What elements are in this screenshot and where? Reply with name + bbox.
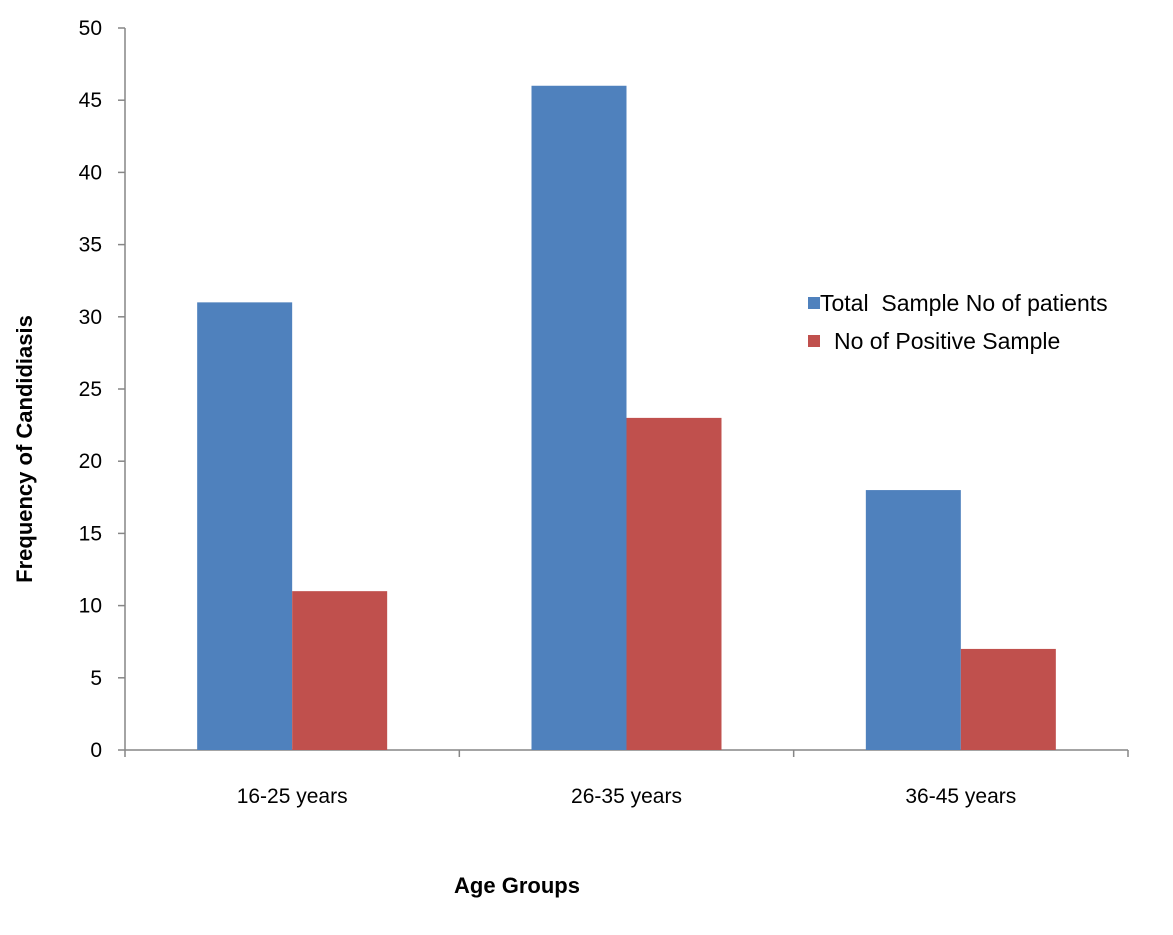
legend-swatch-positive-sample [808, 335, 820, 347]
legend-swatch-total-sample [808, 297, 820, 309]
y-tick-label: 10 [79, 595, 102, 618]
bar-total-sample [531, 85, 627, 750]
y-tick-label: 35 [79, 234, 102, 257]
y-tick-label: 25 [79, 378, 102, 401]
x-tick-label: 26-35 years [571, 785, 682, 808]
y-tick-label: 0 [90, 739, 102, 762]
legend: Total Sample No of patients No of Positi… [808, 290, 1108, 354]
y-tick-label: 50 [79, 17, 102, 40]
x-axis: 16-25 years 26-35 years 36-45 years [124, 749, 1129, 808]
bar-positive-sample [292, 591, 388, 750]
y-tick-label: 30 [79, 306, 102, 329]
bar-positive-sample [626, 417, 722, 750]
x-tick-label: 36-45 years [905, 785, 1016, 808]
y-axis: 0 5 10 15 20 25 30 35 40 45 50 [79, 17, 126, 762]
y-axis-title: Frequency of Candidiasis [12, 315, 37, 583]
bars [197, 85, 1056, 750]
legend-label-positive-sample: No of Positive Sample [834, 328, 1060, 354]
x-tick-label: 16-25 years [237, 785, 348, 808]
x-axis-title: Age Groups [454, 873, 580, 898]
y-tick-label: 45 [79, 89, 102, 112]
bar-positive-sample [960, 648, 1056, 750]
legend-label-total-sample: Total Sample No of patients [820, 290, 1108, 316]
y-tick-label: 40 [79, 161, 102, 184]
y-tick-label: 15 [79, 522, 102, 545]
y-tick-label: 5 [90, 667, 102, 690]
bar-total-sample [865, 490, 961, 750]
bar-total-sample [197, 302, 293, 750]
y-tick-label: 20 [79, 450, 102, 473]
